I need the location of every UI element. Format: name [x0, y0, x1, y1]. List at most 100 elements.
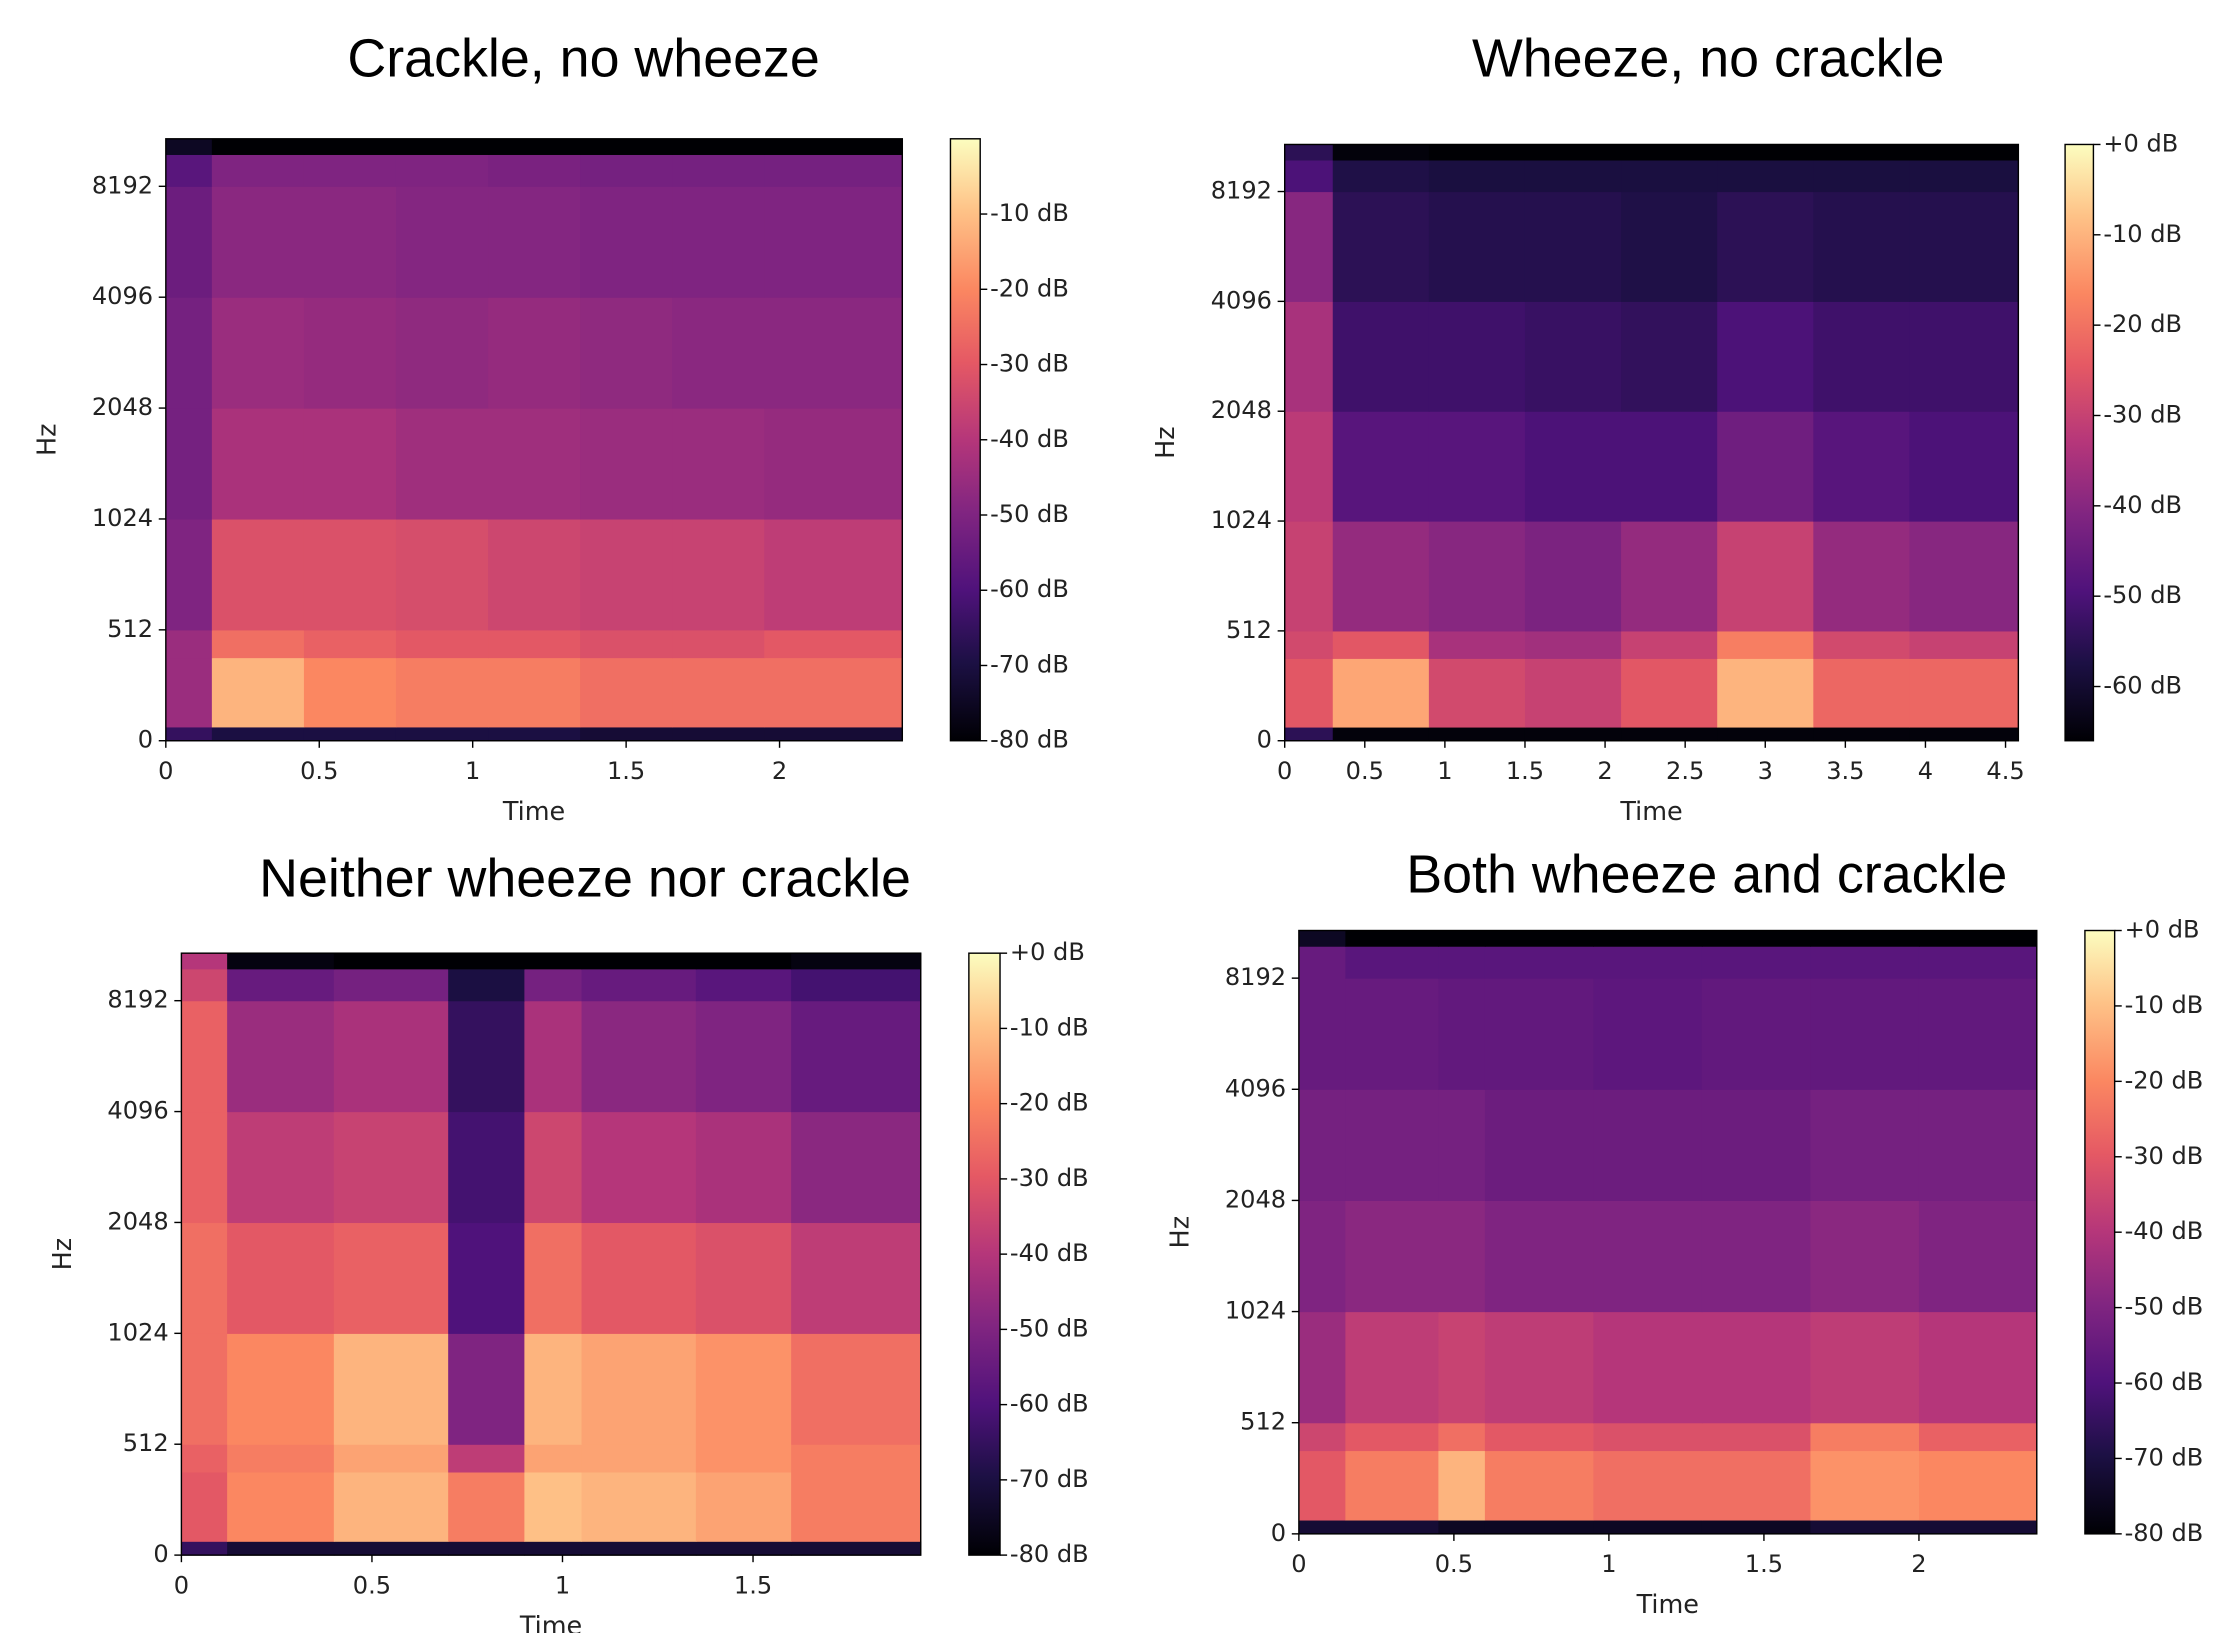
heat-cell: [304, 519, 397, 630]
heat-cell: [1438, 946, 1485, 979]
heat-cell: [1285, 658, 1334, 727]
heat-cell: [1525, 631, 1622, 659]
heat-cell: [1299, 1520, 1346, 1534]
heat-cell: [791, 1472, 921, 1542]
heat-cell: [1621, 658, 1718, 727]
heat-cell: [1813, 144, 1910, 160]
heat-cell: [1813, 192, 1910, 302]
colorbar-tick-label: -50 dB: [2125, 1293, 2204, 1321]
heat-cell: [1909, 160, 2018, 192]
heat-cell: [1919, 1089, 2037, 1201]
heat-cell: [1717, 727, 1814, 741]
heat-cell: [1717, 144, 1814, 160]
heat-cell: [1438, 978, 1485, 1090]
heat-cell: [304, 139, 397, 155]
x-axis-label: Time: [1619, 797, 1682, 827]
y-tick-label: 1024: [92, 504, 153, 532]
y-tick-label: 512: [1240, 1408, 1286, 1436]
heat-cell: [1345, 1089, 1439, 1201]
heat-cell: [1285, 144, 1334, 160]
heat-cell: [448, 1112, 525, 1223]
heat-cell: [672, 727, 765, 741]
heat-cell: [1909, 301, 2018, 411]
heat-cell: [1919, 1312, 2037, 1424]
colorbar-tick-label: -70 dB: [1010, 1465, 1089, 1493]
x-tick-label: 0.5: [1346, 757, 1384, 785]
heat-cell: [304, 297, 397, 408]
heat-cell: [1525, 658, 1622, 727]
heat-cell: [764, 297, 903, 408]
heat-cell: [166, 727, 213, 741]
heat-cell: [227, 1112, 334, 1223]
heat-cell: [524, 969, 582, 1001]
heat-cell: [524, 1333, 582, 1444]
heat-cell: [1810, 946, 1919, 979]
heat-cell: [1485, 931, 1594, 947]
heat-cell: [1485, 1200, 1594, 1312]
x-tick-label: 1.5: [1506, 757, 1544, 785]
y-tick-label: 2048: [92, 393, 153, 421]
heat-cell: [580, 630, 673, 658]
x-tick-label: 1: [465, 757, 480, 785]
heat-cell: [764, 186, 903, 297]
heat-cell: [1621, 727, 1718, 741]
colorbar-tick-label: -20 dB: [1010, 1089, 1089, 1117]
heat-cell: [1285, 301, 1334, 411]
heat-cell: [334, 1001, 449, 1112]
heat-cell: [1593, 1312, 1702, 1424]
heat-cell: [791, 1444, 921, 1472]
heat-cell: [181, 1472, 227, 1542]
colorbar-tick-label: -20 dB: [2103, 310, 2182, 338]
heat-cell: [1429, 631, 1526, 659]
heat-cell: [488, 519, 581, 630]
heat-cell: [672, 297, 765, 408]
colorbar-tick-label: -50 dB: [990, 500, 1069, 528]
heat-cell: [1345, 1520, 1439, 1534]
x-tick-label: 2.5: [1666, 757, 1704, 785]
y-tick-label: 4096: [92, 282, 153, 310]
y-tick-label: 0: [1271, 1519, 1286, 1547]
y-tick-label: 1024: [1225, 1297, 1286, 1325]
colorbar-tick-label: +0 dB: [2103, 129, 2178, 157]
heat-cell: [334, 1472, 449, 1542]
heat-cell: [1285, 160, 1334, 192]
heat-cell: [212, 139, 305, 155]
heat-cell: [1593, 931, 1702, 947]
colorbar-tick-label: -60 dB: [2125, 1368, 2204, 1396]
y-tick-label: 4096: [107, 1097, 168, 1125]
heat-cell: [1810, 978, 1919, 1090]
heat-cell: [1593, 1200, 1702, 1312]
heat-cell: [1621, 631, 1718, 659]
heat-cell: [1429, 144, 1526, 160]
x-tick-label: 0.5: [353, 1571, 391, 1599]
colorbar-tick-label: -80 dB: [990, 726, 1069, 754]
x-axis-label: Time: [502, 797, 565, 827]
heat-cell: [448, 1222, 525, 1333]
heat-cell: [1702, 1423, 1811, 1451]
colorbar-tick-label: -70 dB: [2125, 1443, 2204, 1471]
x-tick-label: 0: [1277, 757, 1292, 785]
heat-cell: [1438, 931, 1485, 947]
heat-cell: [582, 1541, 697, 1555]
heat-cell: [1717, 192, 1814, 302]
figure: Crackle, no wheeze00.511.520512102420484…: [0, 0, 2221, 1633]
heat-cell: [166, 297, 213, 408]
heat-cell: [580, 297, 673, 408]
heat-cell: [1813, 521, 1910, 631]
heat-cell: [227, 1472, 334, 1542]
heat-cell: [396, 658, 489, 728]
heat-cell: [1299, 1312, 1346, 1424]
heat-cell: [1593, 978, 1702, 1090]
heat-cell: [764, 408, 903, 519]
heat-cell: [1333, 160, 1430, 192]
heat-cell: [1485, 1423, 1594, 1451]
heat-cell: [1810, 1200, 1919, 1312]
heat-cell: [396, 408, 489, 519]
colorbar-tick-label: -30 dB: [990, 350, 1069, 378]
heat-cell: [1333, 411, 1430, 521]
x-tick-label: 2: [1911, 1550, 1926, 1578]
heat-cell: [582, 1472, 697, 1542]
heat-cell: [448, 1541, 525, 1555]
heat-cell: [166, 658, 213, 728]
heat-cell: [1813, 658, 1910, 727]
